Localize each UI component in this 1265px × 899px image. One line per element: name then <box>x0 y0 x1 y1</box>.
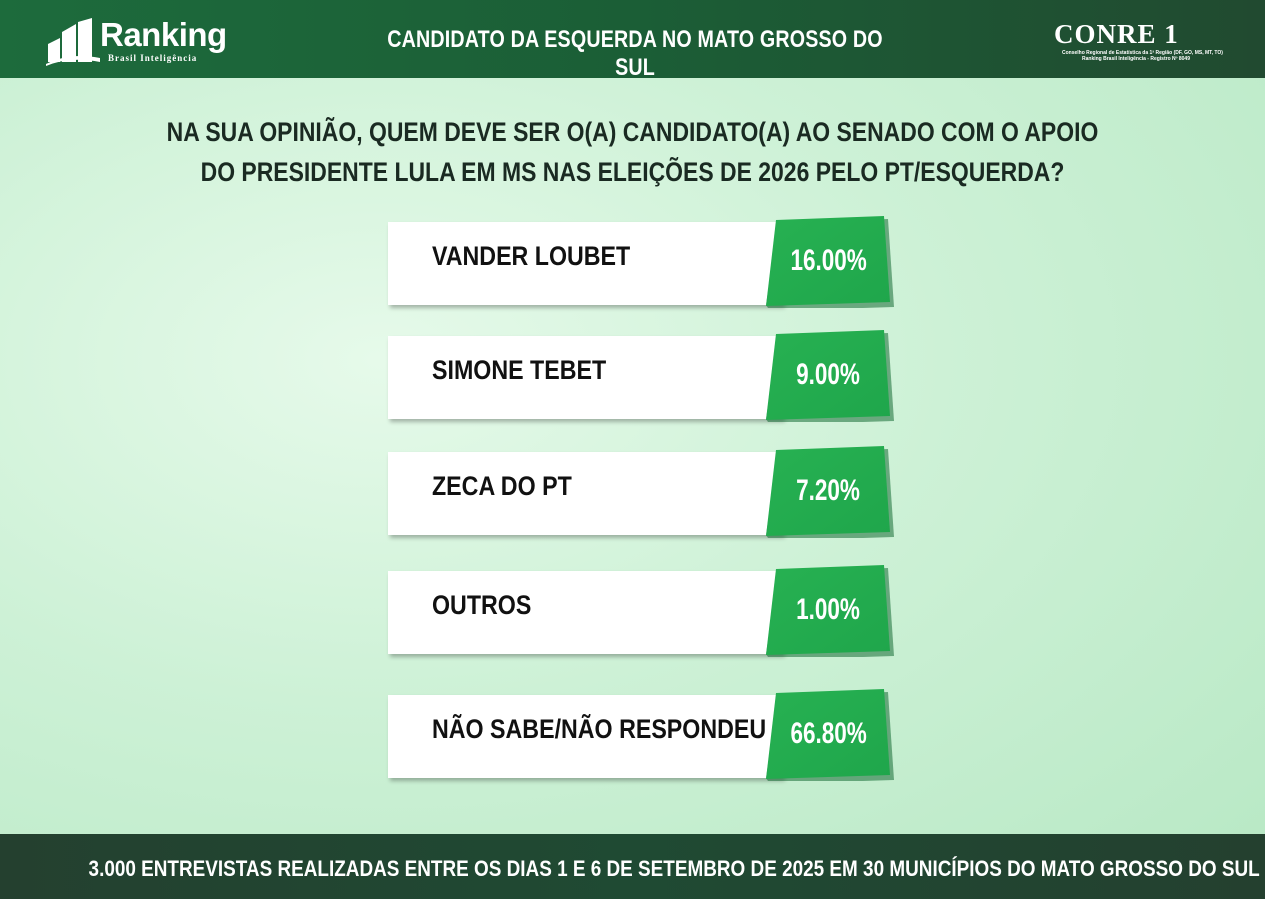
percentage-box <box>766 330 894 422</box>
candidate-label-box <box>388 336 783 419</box>
ranking-logo-text: Ranking <box>100 16 227 53</box>
conre-logo: CONRE 1 Conselho Regional de Estatística… <box>1054 19 1223 62</box>
conre-logo-subtitle: Conselho Regional de Estatística da 1ª R… <box>1062 50 1223 56</box>
percentage-value: 9.00% <box>796 358 860 391</box>
candidate-name: SIMONE TEBET <box>432 355 607 385</box>
percentage-box <box>766 689 894 781</box>
percentage-box <box>766 446 894 538</box>
candidate-label-box <box>388 571 783 654</box>
conre-logo-registration: Ranking Brasil Inteligência - Registro N… <box>1082 56 1190 62</box>
result-row: OUTROS 1.00% <box>388 565 896 657</box>
ranking-logo-subtitle: Brasil Inteligência <box>108 53 198 63</box>
candidate-name: NÃO SABE/NÃO RESPONDEU <box>432 714 767 744</box>
result-row: NÃO SABE/NÃO RESPONDEU 66.80% <box>388 689 896 781</box>
header-bar: Ranking Brasil Inteligência CANDIDATO DA… <box>0 0 1265 81</box>
percentage-value: 1.00% <box>796 593 860 626</box>
footer-note: 3.000 ENTREVISTAS REALIZADAS ENTRE OS DI… <box>88 856 1260 881</box>
percentage-value: 16.00% <box>790 244 867 277</box>
conre-logo-text: CONRE 1 <box>1054 19 1179 49</box>
survey-question: NA SUA OPINIÃO, QUEM DEVE SER O(A) CANDI… <box>166 117 1099 187</box>
candidate-name: OUTROS <box>432 590 532 620</box>
percentage-box <box>766 216 894 308</box>
percentage-value: 66.80% <box>790 717 867 750</box>
percentage-value: 7.20% <box>796 474 860 507</box>
percentage-box <box>766 565 894 657</box>
result-row: ZECA DO PT 7.20% <box>388 446 896 538</box>
candidate-label-box <box>388 695 783 778</box>
candidate-name: ZECA DO PT <box>432 471 572 501</box>
ranking-logo: Ranking Brasil Inteligência <box>44 14 234 68</box>
footer-bar: 3.000 ENTREVISTAS REALIZADAS ENTRE OS DI… <box>0 834 1265 899</box>
candidate-name: VANDER LOUBET <box>432 241 631 271</box>
result-row: SIMONE TEBET 9.00% <box>388 330 896 422</box>
candidate-label-box <box>388 452 783 535</box>
ranking-logo-icon <box>46 18 100 66</box>
candidate-label-box <box>388 222 783 305</box>
page-title: CANDIDATO DA ESQUERDA NO MATO GROSSO DO … <box>387 26 883 81</box>
result-row: VANDER LOUBET 16.00% <box>388 216 896 308</box>
